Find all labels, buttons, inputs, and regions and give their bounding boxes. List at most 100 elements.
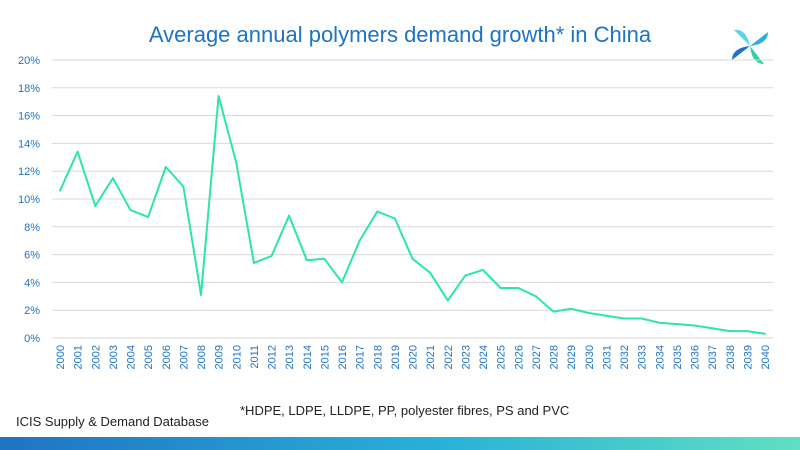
data-point bbox=[111, 177, 114, 180]
data-point bbox=[147, 216, 150, 219]
x-tick-label: 2016 bbox=[337, 345, 349, 369]
x-tick-label: 2020 bbox=[408, 345, 420, 369]
chart-title: Average annual polymers demand growth* i… bbox=[148, 22, 652, 47]
data-point bbox=[728, 330, 731, 333]
data-point bbox=[764, 332, 766, 335]
data-point bbox=[534, 295, 537, 298]
footnote: *HDPE, LDPE, LLDPE, PP, polyester fibres… bbox=[240, 403, 570, 418]
data-point bbox=[164, 166, 167, 169]
data-point bbox=[675, 323, 678, 326]
y-tick-label: 12% bbox=[18, 166, 40, 178]
x-tick-label: 2040 bbox=[760, 345, 772, 369]
data-point bbox=[252, 261, 255, 264]
x-tick-label: 2027 bbox=[531, 345, 543, 369]
x-tick-label: 2013 bbox=[284, 345, 296, 369]
x-tick-label: 2009 bbox=[214, 345, 226, 369]
data-point bbox=[711, 327, 714, 330]
y-tick-label: 14% bbox=[18, 138, 40, 150]
x-tick-label: 2022 bbox=[443, 345, 455, 369]
x-tick-label: 2008 bbox=[196, 345, 208, 369]
y-tick-label: 20% bbox=[18, 55, 40, 67]
data-point bbox=[305, 259, 308, 262]
data-point bbox=[270, 254, 273, 257]
data-point bbox=[200, 293, 202, 296]
x-tick-label: 2004 bbox=[126, 345, 138, 369]
data-point bbox=[94, 204, 97, 207]
y-tick-label: 6% bbox=[24, 250, 40, 262]
x-tick-label: 2028 bbox=[549, 345, 561, 369]
data-point bbox=[517, 286, 520, 289]
grid-lines bbox=[52, 59, 773, 339]
data-point bbox=[76, 150, 79, 153]
x-tick-label: 2000 bbox=[55, 345, 67, 369]
x-tick-label: 2025 bbox=[496, 345, 508, 369]
y-tick-label: 2% bbox=[24, 305, 40, 317]
data-point bbox=[570, 307, 573, 310]
data-point bbox=[623, 317, 625, 320]
x-tick-label: 2033 bbox=[637, 345, 649, 369]
x-tick-label: 2006 bbox=[161, 345, 173, 369]
y-tick-label: 16% bbox=[18, 111, 40, 123]
x-tick-label: 2030 bbox=[584, 345, 596, 369]
data-point bbox=[235, 161, 238, 164]
data-point bbox=[552, 310, 555, 313]
data-point bbox=[341, 281, 343, 284]
data-point bbox=[446, 299, 449, 302]
data-point bbox=[358, 239, 361, 242]
x-tick-label: 2011 bbox=[249, 345, 261, 369]
x-tick-label: 2034 bbox=[654, 345, 666, 369]
data-point bbox=[499, 286, 502, 289]
x-tick-label: 2017 bbox=[355, 345, 367, 369]
x-tick-label: 2037 bbox=[707, 345, 719, 369]
data-point bbox=[605, 314, 608, 317]
y-axis-ticks: 0% 2% 4% 6% 8% 10% 12% 14% 16% 18% 20% bbox=[18, 55, 40, 345]
series-layer bbox=[59, 95, 766, 335]
data-point bbox=[59, 189, 61, 192]
data-point bbox=[323, 257, 326, 260]
x-tick-label: 2019 bbox=[390, 345, 402, 369]
x-tick-label: 2029 bbox=[566, 345, 578, 369]
y-tick-label: 8% bbox=[24, 222, 40, 234]
brand-bar bbox=[0, 437, 800, 450]
x-tick-label: 2012 bbox=[267, 345, 279, 369]
y-tick-label: 10% bbox=[18, 194, 40, 206]
x-tick-label: 2038 bbox=[725, 345, 737, 369]
x-tick-label: 2014 bbox=[302, 345, 314, 369]
data-point bbox=[129, 209, 132, 212]
series-line bbox=[59, 95, 766, 335]
x-tick-label: 2023 bbox=[460, 345, 472, 369]
y-tick-label: 4% bbox=[24, 277, 40, 289]
x-tick-label: 2021 bbox=[425, 345, 437, 369]
data-point bbox=[658, 321, 661, 324]
data-point bbox=[640, 317, 643, 320]
source-label: ICIS Supply & Demand Database bbox=[16, 414, 209, 429]
x-tick-label: 2003 bbox=[108, 345, 120, 369]
x-tick-label: 2036 bbox=[690, 345, 702, 369]
x-tick-label: 2005 bbox=[143, 345, 155, 369]
x-tick-label: 2010 bbox=[231, 345, 243, 369]
data-point bbox=[393, 217, 396, 220]
x-tick-label: 2039 bbox=[742, 345, 754, 369]
data-point bbox=[693, 324, 696, 327]
x-tick-label: 2026 bbox=[513, 345, 525, 369]
data-point bbox=[482, 268, 484, 271]
x-tick-label: 2024 bbox=[478, 345, 490, 369]
y-tick-label: 18% bbox=[18, 83, 40, 95]
data-point bbox=[182, 185, 185, 188]
data-point bbox=[411, 257, 414, 260]
x-tick-label: 2031 bbox=[601, 345, 613, 369]
x-axis-ticks: 2000 2001 2002 2003 2004 2005 2006 2007 2008 2009… bbox=[55, 345, 772, 369]
data-point bbox=[464, 274, 467, 277]
x-tick-label: 2032 bbox=[619, 345, 631, 369]
data-point bbox=[217, 95, 220, 98]
data-point bbox=[746, 330, 749, 333]
y-tick-label: 0% bbox=[24, 333, 40, 345]
x-tick-label: 2035 bbox=[672, 345, 684, 369]
x-tick-label: 2007 bbox=[178, 345, 190, 369]
x-tick-label: 2002 bbox=[90, 345, 102, 369]
x-tick-label: 2018 bbox=[372, 345, 384, 369]
line-chart: 0%2%4%6%8%10%12%14%16%18%20% 2000 2001 200… bbox=[18, 55, 773, 369]
data-point bbox=[376, 210, 379, 213]
data-point bbox=[587, 311, 590, 314]
data-point bbox=[288, 214, 291, 217]
